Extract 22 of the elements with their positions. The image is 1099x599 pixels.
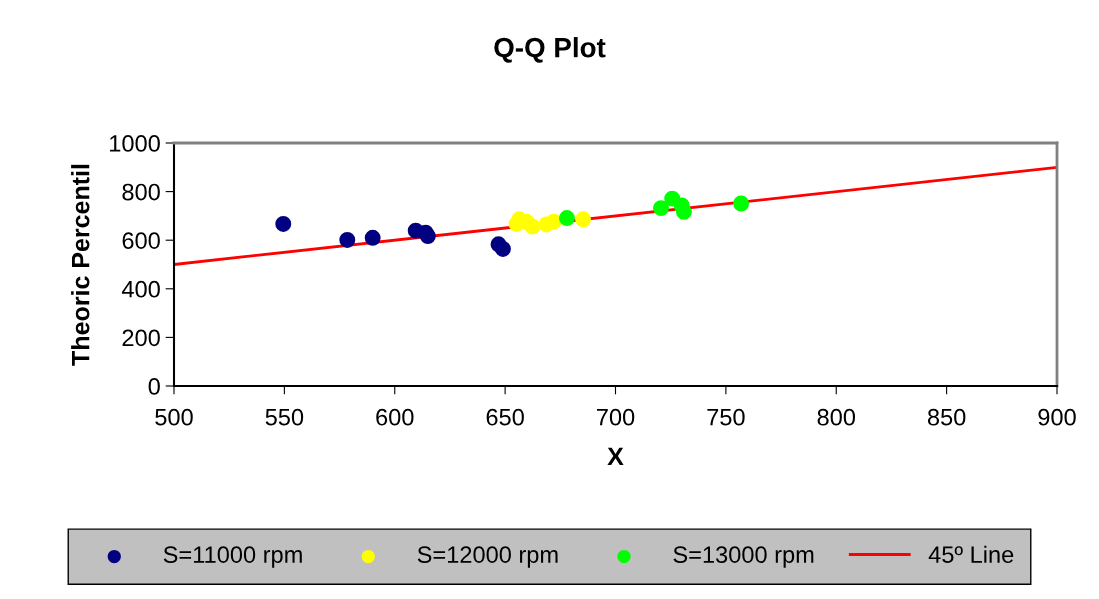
x-tick-label: 550 [265,408,304,426]
legend-label: S=13000 rpm [673,546,814,568]
x-tick-label: 500 [155,408,193,426]
y-tick-label: 1000 [110,135,160,152]
legend-label: 45º Line [928,545,1014,563]
x-tick-label: 600 [376,408,414,426]
y-tick-label: 0 [148,378,160,395]
x-axis-title: X [607,447,624,466]
x-tick-label: 900 [1038,408,1076,426]
y-tick-label: 400 [121,280,160,298]
y-tick-label: 200 [122,329,160,347]
y-axis-title: Theoric Percentil [71,164,90,366]
x-tick-label: 850 [927,408,966,426]
y-tick-label: 600 [122,232,160,249]
x-tick-label: 650 [486,408,524,426]
y-tick-label: 800 [122,183,160,201]
x-tick-label: 800 [817,408,856,426]
legend-label: S=12000 rpm [417,546,558,568]
x-tick-label: 750 [707,408,745,426]
chart-title: Q-Q Plot [494,37,606,63]
x-tick-label: 700 [597,408,635,426]
legend-label: S=11000 rpm [163,546,302,568]
